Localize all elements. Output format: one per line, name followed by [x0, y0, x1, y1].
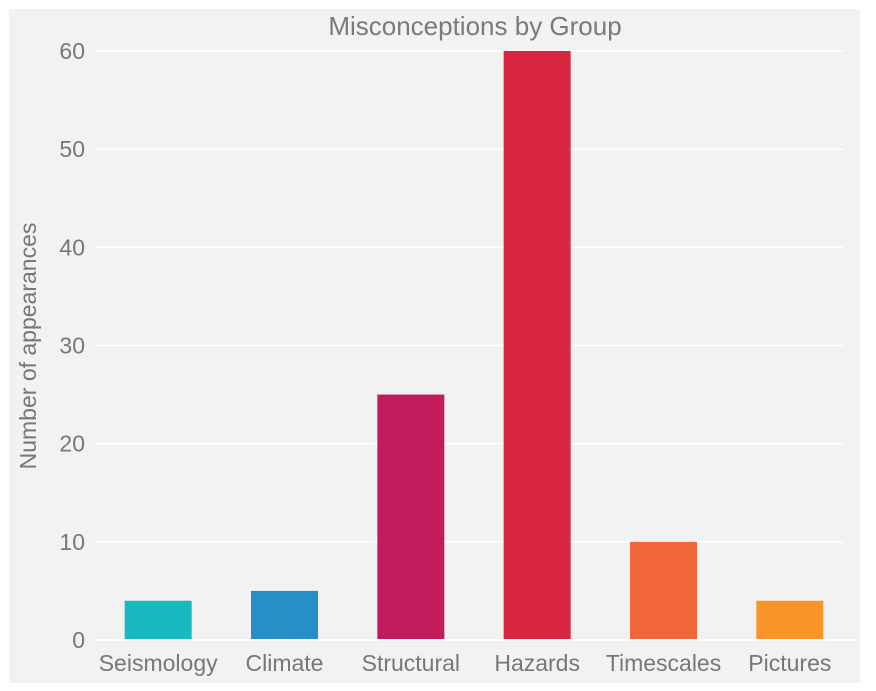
bars — [124, 51, 824, 640]
x-tick-label-pictures: Pictures — [748, 650, 831, 676]
y-tick-label: 20 — [59, 431, 85, 457]
gridlines — [95, 50, 843, 543]
x-tick-label-structural: Structural — [362, 650, 460, 676]
chart-title: Misconceptions by Group — [328, 11, 621, 41]
bar-hazards — [503, 51, 571, 640]
y-tick-label: 50 — [59, 136, 85, 162]
y-axis-label: Number of appearances — [15, 223, 41, 470]
x-tick-labels: Seismology Climate Structural Hazards Timesc… — [99, 650, 832, 676]
x-tick-label-hazards: Hazards — [494, 650, 580, 676]
y-tick-label: 60 — [59, 38, 85, 64]
bar-climate — [251, 590, 318, 640]
bar-seismology — [124, 600, 192, 640]
y-tick-label: 0 — [72, 627, 85, 653]
y-tick-label: 40 — [59, 234, 85, 260]
y-tick-labels: 0 10 20 30 40 50 60 — [59, 38, 85, 653]
y-tick-label: 10 — [59, 529, 85, 555]
bar-structural — [377, 394, 445, 640]
bar-timescales — [630, 541, 697, 640]
x-tick-label-climate: Climate — [246, 650, 324, 676]
x-tick-label-seismology: Seismology — [99, 650, 218, 676]
bar-pictures — [756, 600, 824, 640]
x-tick-label-timescales: Timescales — [606, 650, 721, 676]
y-tick-label: 30 — [59, 333, 85, 359]
